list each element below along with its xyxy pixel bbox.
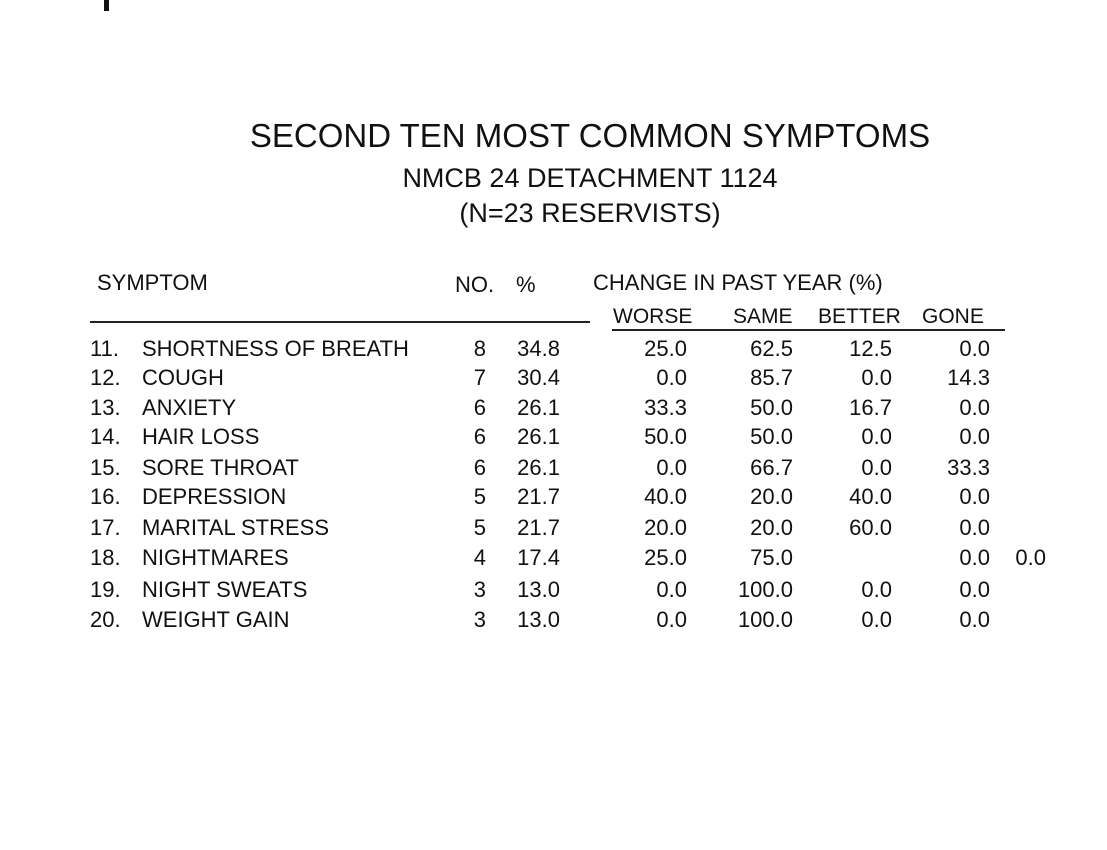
subheader-underline — [612, 329, 1005, 331]
cell-better: 60.0 — [849, 515, 892, 540]
cell-gone: 0.0 — [959, 484, 990, 509]
cell-rank: 17. — [90, 515, 121, 540]
cell-pct: 17.4 — [517, 545, 560, 570]
cell-gone: 0.0 — [959, 607, 990, 632]
cell-pct: 21.7 — [517, 484, 560, 509]
cell-gone: 0.0 — [959, 515, 990, 540]
sample-size: (N=23 RESERVISTS) — [459, 198, 721, 228]
cell-rank: 12. — [90, 365, 121, 390]
cell-no: 7 — [473, 365, 486, 390]
header-better: BETTER — [818, 305, 901, 328]
cell-worse: 40.0 — [644, 484, 687, 509]
cell-gone: 0.0 — [959, 577, 990, 602]
cell-worse: 25.0 — [644, 336, 687, 361]
cell-no: 4 — [473, 545, 486, 570]
cell-same: 100.0 — [737, 607, 793, 632]
cell-gone: 0.0 — [959, 545, 990, 570]
cell-gone: 0.0 — [959, 395, 990, 420]
page-title: SECOND TEN MOST COMMON SYMPTOMS — [249, 117, 931, 154]
cell-same: 62.5 — [750, 336, 793, 361]
cell-symptom: COUGH — [142, 365, 224, 390]
cell-rank: 18. — [90, 545, 121, 570]
cell-rank: 20. — [90, 607, 121, 632]
cell-pct: 30.4 — [517, 365, 560, 390]
cell-symptom: HAIR LOSS — [142, 424, 260, 449]
cell-same: 100.0 — [737, 577, 793, 602]
cell-no: 5 — [473, 484, 486, 509]
header-no: NO. — [455, 272, 495, 297]
cell-pct: 26.1 — [517, 395, 560, 420]
header-pct: % — [516, 272, 536, 297]
cell-pct: 34.8 — [517, 336, 560, 361]
cell-gone: 33.3 — [947, 455, 990, 480]
header-symptom: SYMPTOM — [97, 270, 208, 295]
cell-worse: 0.0 — [656, 455, 687, 480]
cell-gone: 0.0 — [959, 336, 990, 361]
cell-no: 5 — [473, 515, 486, 540]
cell-same: 85.7 — [750, 365, 793, 390]
cell-symptom: WEIGHT GAIN — [142, 607, 290, 632]
header-worse: WORSE — [613, 305, 693, 328]
cell-same: 75.0 — [750, 545, 793, 570]
cell-rank: 14. — [90, 424, 121, 449]
cell-rank: 11. — [90, 336, 119, 361]
header-same: SAME — [733, 305, 793, 328]
cell-same: 20.0 — [750, 515, 793, 540]
header-gone: GONE — [922, 305, 984, 328]
cell-rank: 16. — [90, 484, 121, 509]
cell-pct: 13.0 — [517, 607, 560, 632]
cell-better: 12.5 — [849, 336, 892, 361]
cell-better: 0.0 — [861, 424, 892, 449]
scan-artifact-mark — [104, 0, 109, 11]
cell-pct: 26.1 — [517, 455, 560, 480]
cell-worse: 20.0 — [644, 515, 687, 540]
cell-worse: 0.0 — [656, 365, 687, 390]
cell-worse: 0.0 — [656, 607, 687, 632]
cell-pct: 26.1 — [517, 424, 560, 449]
cell-symptom: NIGHT SWEATS — [142, 577, 308, 602]
cell-symptom: SHORTNESS OF BREATH — [142, 336, 409, 361]
cell-pct: 13.0 — [517, 577, 560, 602]
cell-no: 3 — [473, 607, 486, 632]
cell-better: 0.0 — [861, 607, 892, 632]
cell-no: 3 — [473, 577, 486, 602]
cell-better: 0.0 — [861, 577, 892, 602]
cell-no: 6 — [473, 424, 486, 449]
cell-worse: 0.0 — [656, 577, 687, 602]
cell-better: 0.0 — [861, 365, 892, 390]
cell-symptom: SORE THROAT — [142, 455, 299, 480]
cell-extra: 0.0 — [1015, 545, 1046, 570]
page-subtitle: NMCB 24 DETACHMENT 1124 — [402, 163, 778, 193]
cell-symptom: MARITAL STRESS — [142, 515, 330, 540]
header-rule — [90, 321, 590, 323]
cell-same: 50.0 — [750, 395, 793, 420]
cell-same: 20.0 — [750, 484, 793, 509]
cell-worse: 33.3 — [644, 395, 687, 420]
cell-rank: 15. — [90, 455, 121, 480]
cell-no: 8 — [473, 336, 486, 361]
cell-symptom: ANXIETY — [142, 395, 237, 420]
cell-better: 16.7 — [849, 395, 892, 420]
cell-no: 6 — [473, 395, 486, 420]
cell-gone: 14.3 — [947, 365, 990, 390]
cell-rank: 13. — [90, 395, 121, 420]
cell-same: 66.7 — [750, 455, 793, 480]
cell-better: 0.0 — [861, 455, 892, 480]
cell-rank: 19. — [90, 577, 121, 602]
cell-pct: 21.7 — [517, 515, 560, 540]
cell-better: 40.0 — [849, 484, 892, 509]
cell-same: 50.0 — [750, 424, 793, 449]
cell-worse: 50.0 — [644, 424, 687, 449]
header-change: CHANGE IN PAST YEAR (%) — [593, 270, 883, 295]
cell-symptom: DEPRESSION — [142, 484, 287, 509]
cell-no: 6 — [473, 455, 486, 480]
cell-worse: 25.0 — [644, 545, 687, 570]
cell-gone: 0.0 — [959, 424, 990, 449]
cell-symptom: NIGHTMARES — [142, 545, 289, 570]
